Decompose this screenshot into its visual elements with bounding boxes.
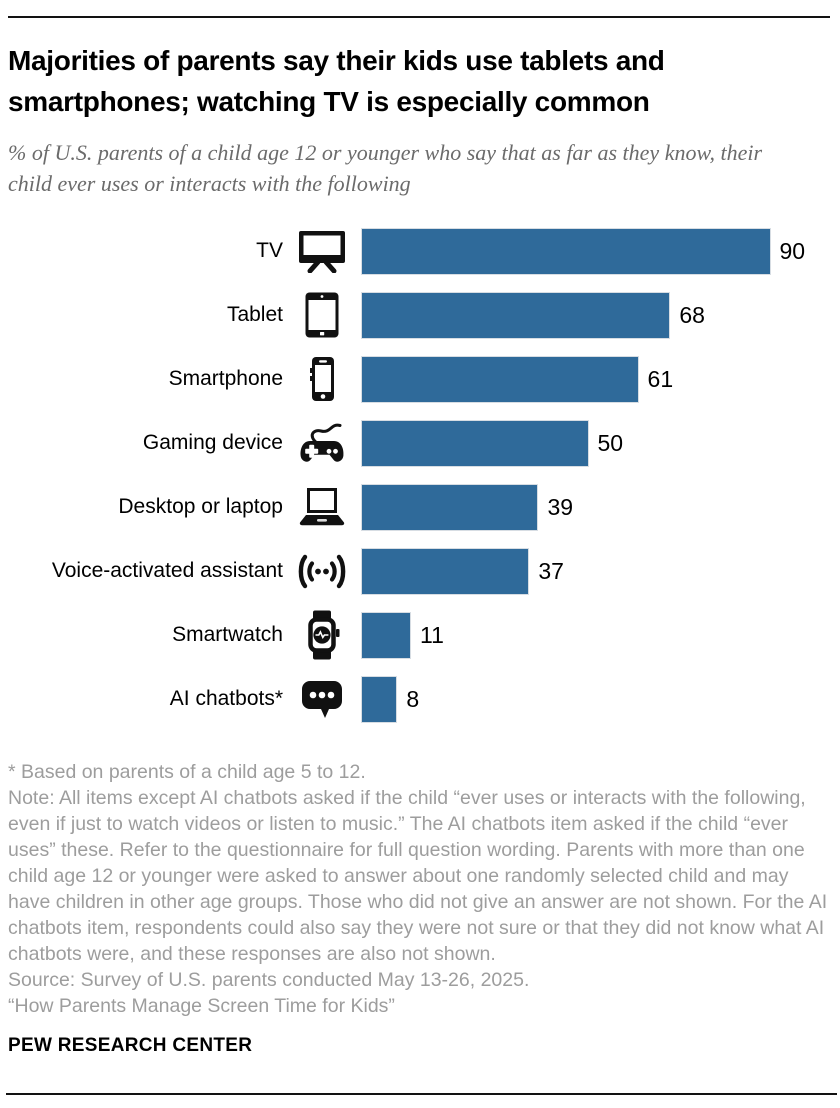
bar-tablet	[361, 291, 671, 339]
chart-row-gaming-device: Gaming device 50	[8, 411, 830, 475]
report-title-line: “How Parents Manage Screen Time for Kids…	[8, 995, 395, 1017]
category-label: Desktop or laptop	[118, 495, 283, 518]
chart-row-smartphone: Smartphone 61	[8, 347, 830, 411]
chart-row-ai-chatbots: AI chatbots* 8	[8, 667, 830, 731]
category-label: TV	[256, 239, 283, 262]
gamepad-icon	[283, 418, 361, 468]
value-label: 8	[406, 685, 420, 712]
chart-subtitle: % of U.S. parents of a child age 12 or y…	[8, 140, 763, 196]
bar-smartwatch	[361, 611, 412, 659]
bar-voice-assistant	[361, 547, 530, 595]
bottom-rule	[6, 1093, 837, 1095]
bar-gaming-device	[361, 419, 589, 467]
bar-chart: TV 90 Tablet	[8, 219, 830, 731]
category-label: AI chatbots*	[169, 687, 283, 710]
smartphone-icon	[283, 356, 361, 402]
chart-row-tv: TV 90	[8, 219, 830, 283]
tv-icon	[283, 229, 361, 273]
pew-research-center-wordmark: PEW RESEARCH CENTER	[8, 1035, 253, 1056]
value-label: 90	[779, 237, 806, 264]
value-label: 11	[420, 621, 444, 648]
category-label: Voice-activated assistant	[51, 559, 283, 582]
source-line: Source: Survey of U.S. parents conducted…	[8, 969, 530, 991]
footnote-asterisk: * Based on parents of a child age 5 to 1…	[8, 761, 366, 783]
value-label: 39	[547, 493, 574, 520]
category-label: Smartphone	[168, 367, 283, 390]
note-paragraph: Note: All items except AI chatbots asked…	[8, 787, 828, 965]
smartwatch-icon	[283, 610, 361, 660]
chat-bubble-icon	[283, 679, 361, 720]
bar-desktop-laptop	[361, 483, 539, 531]
chart-row-desktop-laptop: Desktop or laptop 39	[8, 475, 830, 539]
bar-smartphone	[361, 355, 639, 403]
voice-assistant-icon	[283, 553, 361, 590]
tablet-icon	[283, 292, 361, 338]
bar-tv	[361, 227, 771, 275]
footer-notes: * Based on parents of a child age 5 to 1…	[8, 759, 830, 1019]
laptop-icon	[283, 486, 361, 528]
value-label: 50	[597, 429, 624, 456]
chart-row-voice-assistant: Voice-activated assistant 37	[8, 539, 830, 603]
bar-ai-chatbots	[361, 675, 398, 723]
value-label: 37	[538, 557, 564, 584]
category-label: Tablet	[226, 303, 283, 326]
chart-row-tablet: Tablet 68	[8, 283, 830, 347]
value-label: 61	[647, 365, 674, 392]
chart-row-smartwatch: Smartwatch 11	[8, 603, 830, 667]
chart-title: Majorities of parents say their kids use…	[8, 45, 665, 117]
category-label: Gaming device	[142, 431, 283, 454]
top-rule	[8, 16, 830, 18]
value-label: 68	[679, 301, 705, 328]
category-label: Smartwatch	[172, 623, 283, 646]
